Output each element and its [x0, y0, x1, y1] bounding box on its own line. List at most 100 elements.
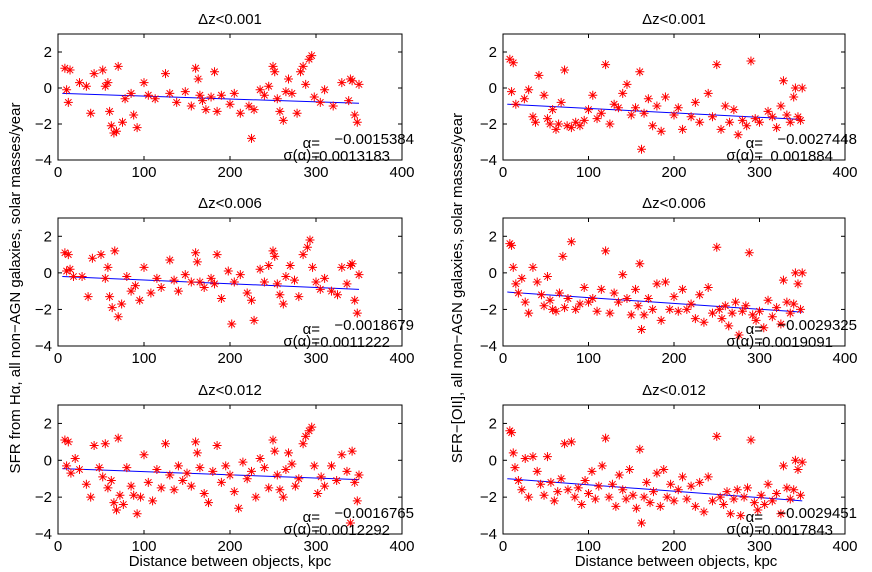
data-point — [281, 87, 291, 97]
alpha-label: α= — [303, 509, 321, 526]
data-point — [746, 435, 756, 445]
data-point — [690, 314, 700, 324]
x-tick-label: 100 — [131, 164, 156, 181]
data-point — [333, 290, 342, 300]
data-point — [292, 108, 302, 118]
data-point — [337, 78, 347, 88]
data-point — [566, 123, 576, 133]
data-point — [528, 452, 538, 462]
data-point — [524, 85, 534, 95]
data-point — [221, 461, 231, 471]
alpha-value: −0.0029325 — [777, 317, 857, 334]
data-point — [520, 297, 530, 307]
x-tick-label: 200 — [661, 164, 686, 181]
data-point — [212, 250, 222, 260]
data-point — [264, 261, 274, 271]
data-point — [720, 101, 730, 111]
data-point — [635, 67, 645, 77]
data-point — [180, 87, 190, 97]
data-point — [695, 117, 705, 127]
data-point — [635, 444, 645, 454]
data-point — [150, 94, 160, 104]
data-point — [244, 101, 254, 111]
data-point — [508, 448, 518, 458]
data-point — [639, 492, 649, 502]
x-tick-label: 400 — [389, 538, 414, 555]
data-point — [298, 439, 308, 449]
data-point — [722, 487, 732, 497]
data-point — [290, 275, 299, 285]
data-point — [570, 492, 580, 502]
data-point — [315, 97, 325, 107]
data-point — [255, 264, 265, 274]
data-point — [347, 259, 357, 269]
panel-2: Δz<0.001 0 100 200 300 400 −4 −2 0 2 α= −0.0027448 σ… — [480, 11, 858, 181]
data-point — [344, 96, 354, 106]
y-tick-label: −2 — [35, 489, 52, 506]
data-point — [760, 500, 770, 510]
data-point — [206, 273, 216, 283]
data-point — [551, 306, 561, 316]
data-point — [146, 288, 156, 298]
data-point — [707, 496, 717, 506]
data-point — [98, 472, 108, 482]
y-tick-label: 0 — [489, 452, 497, 469]
x-tick-label: 200 — [661, 350, 686, 367]
data-point — [513, 288, 523, 298]
data-point — [337, 450, 347, 460]
data-point — [247, 295, 256, 305]
data-point — [316, 472, 326, 482]
data-point — [510, 463, 520, 473]
x-tick-label: 400 — [389, 350, 414, 367]
data-point — [719, 500, 729, 510]
data-point — [165, 255, 175, 265]
data-point — [272, 94, 282, 104]
data-point — [560, 303, 570, 313]
data-point — [542, 452, 552, 462]
data-point — [755, 306, 764, 316]
data-point — [797, 457, 807, 467]
data-point — [635, 259, 645, 269]
data-point — [524, 308, 534, 318]
data-point — [790, 268, 800, 278]
panel-5: Δz<0.012 0 100 200 300 400 −4 −2 0 2 α= −0.0016765 σ… — [35, 382, 415, 555]
data-point — [126, 88, 136, 98]
x-tick-label: 100 — [131, 538, 156, 555]
data-point — [699, 507, 709, 517]
data-point — [532, 277, 542, 287]
data-point — [736, 511, 746, 521]
data-point — [545, 295, 555, 305]
data-point — [678, 284, 688, 294]
data-point — [669, 110, 679, 120]
data-point — [621, 494, 631, 504]
data-point — [247, 466, 256, 476]
data-point — [790, 83, 800, 93]
data-point — [596, 284, 606, 294]
data-point — [637, 518, 647, 528]
data-point — [106, 476, 116, 486]
data-point — [235, 108, 245, 118]
data-point — [320, 273, 330, 283]
y-tick-label: −2 — [35, 116, 52, 133]
x-tick-label: 0 — [54, 538, 62, 555]
data-point — [192, 448, 202, 458]
data-point — [132, 509, 142, 519]
data-point — [103, 483, 113, 493]
data-point — [746, 56, 756, 66]
data-point — [782, 297, 792, 307]
data-point — [637, 144, 647, 154]
data-point — [62, 461, 72, 471]
data-point — [197, 96, 207, 106]
data-point — [707, 308, 717, 318]
data-point — [508, 58, 518, 68]
data-point — [551, 124, 561, 134]
data-point — [178, 476, 188, 486]
data-point — [579, 282, 589, 292]
data-point — [139, 450, 149, 460]
data-point — [156, 483, 166, 493]
data-point — [100, 273, 110, 283]
y-tick-label: −2 — [35, 301, 52, 318]
data-point — [605, 308, 615, 318]
x-tick-label: 400 — [389, 164, 414, 181]
data-point — [259, 463, 269, 473]
